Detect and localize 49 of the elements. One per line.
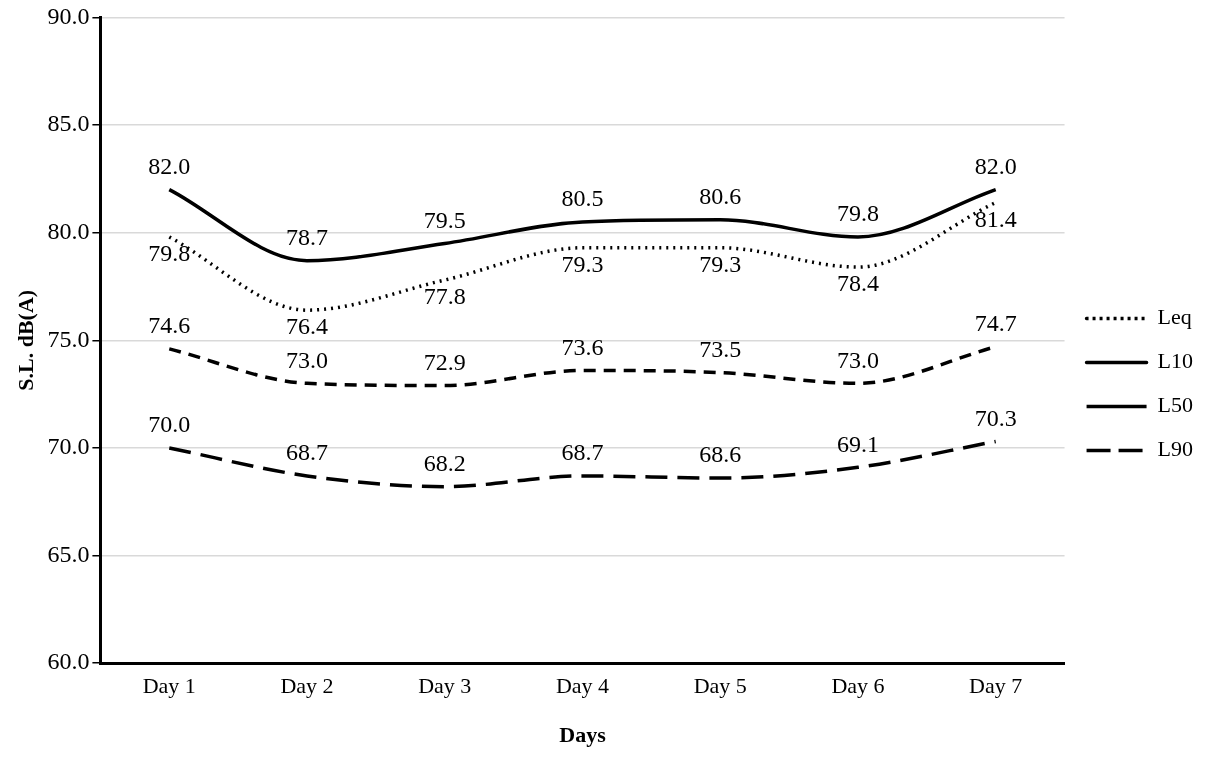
data-label: 78.4 (836, 270, 879, 297)
x-tick-label: Day 7 (969, 673, 1023, 699)
data-label: 79.8 (836, 200, 879, 227)
data-label: 76.4 (286, 313, 329, 340)
y-tick-label: 85.0 (47, 110, 90, 137)
y-tick-label: 90.0 (47, 2, 90, 29)
data-label: 68.6 (699, 441, 742, 468)
x-tick-label: Day 1 (142, 673, 196, 699)
x-tick-label: Day 6 (831, 673, 885, 699)
x-tick-label: Day 5 (693, 673, 747, 699)
data-label: 80.6 (699, 183, 742, 210)
data-label: 79.5 (423, 206, 466, 233)
data-label: 73.6 (561, 333, 604, 360)
x-tick-label: Day 4 (555, 673, 610, 699)
data-label: 77.8 (423, 283, 466, 310)
x-tick-label: Day 3 (418, 673, 472, 699)
legend-label: L90 (1157, 436, 1194, 462)
data-label: 70.3 (974, 404, 1017, 431)
y-tick-label: 75.0 (47, 325, 90, 352)
y-tick-label: 60.0 (47, 648, 90, 675)
x-axis-title: Days (559, 722, 607, 748)
data-label: 79.3 (699, 251, 742, 278)
y-tick-label: 70.0 (47, 433, 90, 460)
legend-label: Leq (1157, 304, 1192, 330)
y-tick-label: 80.0 (47, 217, 90, 244)
data-label: 69.1 (836, 430, 879, 457)
data-label: 79.3 (561, 251, 604, 278)
data-label: 73.0 (286, 346, 329, 373)
data-label: 73.0 (836, 346, 879, 373)
data-label: 74.7 (974, 310, 1017, 337)
data-label: 78.7 (286, 223, 329, 250)
y-tick-label: 65.0 (47, 540, 90, 567)
data-label: 73.5 (699, 335, 742, 362)
data-label: 82.0 (974, 152, 1017, 179)
data-label: 82.0 (148, 152, 191, 179)
data-label: 70.0 (148, 411, 191, 438)
data-label: 81.4 (974, 205, 1017, 232)
legend-label: L50 (1157, 392, 1194, 418)
data-label: 68.2 (423, 449, 466, 476)
legend-label: L10 (1157, 348, 1194, 374)
line-series (167, 439, 998, 489)
data-label: 74.6 (148, 312, 191, 339)
data-label: 72.9 (423, 348, 466, 375)
x-tick-label: Day 2 (280, 673, 334, 699)
data-label: 79.8 (148, 240, 191, 267)
data-label: 68.7 (561, 439, 604, 466)
data-label: 80.5 (561, 185, 604, 212)
y-axis-title: S.L. dB(A) (12, 289, 38, 391)
data-label: 68.7 (286, 439, 329, 466)
